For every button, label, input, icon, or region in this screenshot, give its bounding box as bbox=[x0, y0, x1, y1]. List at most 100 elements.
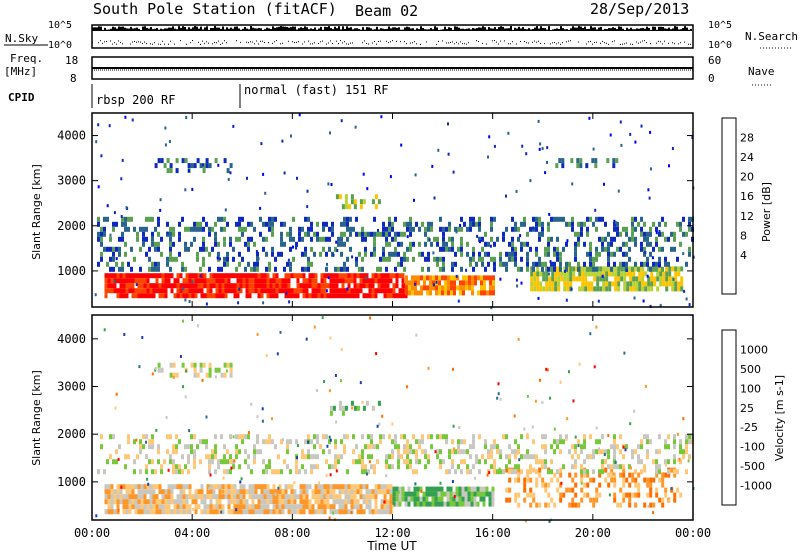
range-cell bbox=[310, 439, 313, 445]
range-cell bbox=[203, 283, 207, 289]
range-cell bbox=[434, 486, 438, 492]
range-cell bbox=[253, 459, 256, 465]
range-cell bbox=[253, 266, 256, 272]
range-cell bbox=[661, 231, 664, 237]
range-cell bbox=[94, 293, 97, 297]
range-cell bbox=[326, 489, 330, 495]
range-cell bbox=[193, 236, 196, 242]
range-cell bbox=[583, 261, 586, 267]
range-cell bbox=[245, 273, 249, 279]
range-cell bbox=[544, 464, 547, 470]
range-cell bbox=[209, 273, 213, 279]
nsky-tick-top: 10^5 bbox=[48, 20, 72, 31]
range-cell bbox=[176, 484, 180, 490]
range-cell bbox=[520, 266, 523, 272]
range-cell bbox=[633, 296, 636, 300]
range-cell bbox=[191, 273, 195, 279]
range-cell bbox=[226, 459, 229, 465]
range-cell bbox=[214, 444, 217, 450]
range-cell bbox=[614, 281, 618, 287]
range-cell bbox=[107, 504, 111, 510]
range-cell bbox=[230, 509, 234, 515]
range-cell bbox=[298, 469, 301, 475]
range-cell bbox=[173, 293, 177, 299]
range-cell bbox=[193, 362, 197, 368]
range-cell bbox=[307, 226, 310, 232]
range-cell bbox=[224, 278, 228, 284]
range-cell bbox=[435, 290, 438, 296]
range-cell bbox=[403, 434, 406, 440]
range-cell bbox=[115, 221, 118, 227]
range-cell bbox=[266, 489, 270, 495]
range-cell bbox=[209, 473, 212, 477]
range-cell bbox=[545, 281, 549, 287]
range-cell bbox=[222, 476, 225, 480]
range-cell bbox=[142, 226, 145, 232]
range-cell bbox=[214, 231, 217, 237]
range-cell bbox=[379, 256, 382, 262]
range-cell bbox=[332, 283, 336, 289]
range-cell bbox=[329, 288, 333, 294]
range-cell bbox=[377, 278, 381, 284]
range-cell bbox=[218, 499, 222, 505]
range-cell bbox=[145, 464, 148, 470]
range-cell bbox=[674, 281, 678, 287]
range-cell bbox=[149, 494, 153, 500]
range-cell bbox=[613, 434, 616, 440]
range-cell bbox=[383, 494, 387, 500]
range-cell bbox=[206, 489, 210, 495]
range-cell bbox=[344, 273, 348, 279]
range-cell bbox=[137, 293, 141, 299]
range-cell bbox=[113, 509, 117, 515]
range-cell bbox=[166, 261, 169, 267]
range-cell bbox=[596, 276, 600, 282]
colorbar-tick-label: 20 bbox=[740, 171, 754, 184]
range-cell bbox=[335, 194, 339, 200]
range-cell bbox=[190, 444, 193, 450]
range-cell bbox=[556, 477, 560, 483]
range-cell bbox=[280, 241, 283, 247]
range-cell bbox=[242, 504, 246, 510]
range-cell bbox=[217, 251, 220, 257]
nsky-tick-bottom: 10^0 bbox=[48, 40, 72, 51]
range-cell bbox=[452, 496, 456, 502]
range-cell bbox=[227, 177, 230, 181]
range-cell bbox=[595, 492, 599, 498]
range-cell bbox=[169, 266, 172, 272]
range-cell bbox=[203, 499, 207, 505]
range-cell bbox=[589, 434, 592, 440]
range-cell bbox=[624, 448, 627, 452]
range-cell bbox=[464, 486, 468, 492]
range-cell bbox=[574, 492, 578, 498]
range-cell bbox=[656, 276, 660, 282]
range-cell bbox=[533, 271, 537, 277]
range-cell bbox=[226, 469, 229, 475]
range-cell bbox=[310, 261, 313, 267]
range-cell bbox=[120, 177, 123, 181]
range-cell bbox=[217, 367, 221, 373]
range-cell bbox=[212, 494, 216, 500]
range-cell bbox=[580, 221, 583, 227]
range-cell bbox=[188, 429, 191, 433]
range-cell bbox=[295, 246, 298, 250]
range-cell bbox=[658, 449, 661, 455]
range-cell bbox=[442, 266, 445, 272]
range-cell bbox=[185, 509, 189, 515]
range-cell bbox=[157, 221, 160, 227]
range-cell bbox=[634, 261, 637, 267]
range-cell bbox=[613, 449, 616, 455]
range-cell bbox=[429, 285, 432, 291]
range-cell bbox=[238, 221, 241, 227]
colorbar-tick-label: 100 bbox=[740, 382, 761, 395]
range-cell bbox=[290, 134, 292, 138]
range-cell bbox=[256, 266, 259, 272]
range-cell bbox=[100, 256, 103, 262]
range-cell bbox=[131, 499, 135, 505]
range-cell bbox=[632, 281, 636, 287]
range-cell bbox=[346, 266, 349, 272]
range-cell bbox=[116, 484, 120, 490]
range-cell bbox=[239, 489, 243, 495]
range-cell bbox=[526, 266, 529, 272]
range-cell bbox=[410, 496, 414, 502]
range-cell bbox=[574, 502, 578, 508]
